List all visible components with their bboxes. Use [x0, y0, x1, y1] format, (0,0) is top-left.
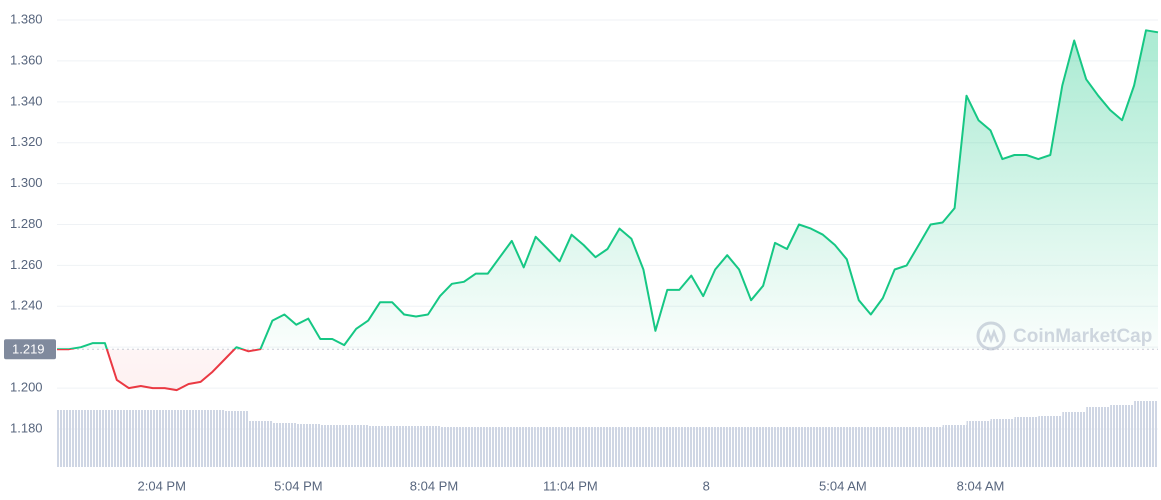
volume-bar [463, 427, 488, 467]
y-tick-label: 1.300 [10, 175, 43, 190]
volume-bar [416, 426, 440, 467]
reference-label-box [4, 339, 56, 360]
volume-bar [272, 423, 297, 467]
x-tick-label: 5:04 PM [274, 478, 322, 493]
x-tick-label: 8:04 PM [410, 478, 458, 493]
x-tick-label: 8 [703, 478, 710, 493]
y-tick-label: 1.320 [10, 134, 43, 149]
volume-bar [846, 427, 871, 467]
y-tick-label: 1.340 [10, 93, 43, 108]
volume-bar [1134, 401, 1158, 467]
volume-bar [176, 410, 201, 467]
volume-bar [798, 427, 823, 467]
volume-bar [990, 419, 1015, 467]
y-tick-label: 1.360 [10, 52, 43, 67]
reference-label: 1.219 [12, 342, 45, 357]
volume-bar [607, 427, 632, 467]
y-tick-label: 1.200 [10, 380, 43, 395]
x-tick-label: 11:04 PM [543, 478, 598, 493]
volume-bar [152, 410, 177, 467]
volume-bar [80, 410, 105, 467]
volume-bar [344, 425, 369, 467]
volume-bar [535, 427, 560, 467]
volume-bar [679, 427, 704, 467]
volume-bar [511, 427, 536, 467]
volume-bar [368, 426, 393, 467]
x-tick-label: 5:04 AM [819, 478, 867, 493]
volume-bar [966, 421, 991, 467]
volume-bar [703, 427, 728, 467]
watermark-logo-mark [982, 328, 1000, 344]
volume-bar [200, 410, 225, 467]
y-tick-label: 1.280 [10, 216, 43, 231]
volume-bar [583, 427, 608, 467]
volume-bar [487, 427, 512, 467]
y-tick-label: 1.240 [10, 298, 43, 313]
y-tick-label: 1.380 [10, 11, 43, 26]
volume-bar [1038, 416, 1063, 467]
y-tick-label: 1.180 [10, 420, 43, 435]
volume-bar [439, 427, 464, 467]
y-tick-label: 1.260 [10, 257, 43, 272]
volume-bar [1086, 407, 1111, 467]
volume-bar [631, 427, 656, 467]
volume-bar [822, 427, 847, 467]
watermark-logo [976, 321, 1006, 351]
volume-bar [942, 425, 967, 467]
volume-bar [320, 425, 345, 467]
volume-bar [870, 427, 895, 467]
watermark-text: CoinMarketCap [1013, 326, 1152, 347]
volume-bar [559, 427, 584, 467]
volume-bar [751, 427, 776, 467]
volume-bar [894, 427, 919, 467]
volume-bar [918, 427, 943, 467]
volume-bar [655, 427, 680, 467]
volume-bar [1014, 417, 1039, 467]
volume-bar [1062, 412, 1087, 467]
volume-bar [1110, 405, 1135, 467]
price-area [57, 30, 1158, 391]
volume-bar [248, 421, 273, 467]
volume-bar [296, 424, 321, 467]
x-tick-label: 8:04 AM [957, 478, 1005, 493]
volume-bar [128, 410, 153, 467]
volume-bar [775, 427, 799, 467]
volume-bar [57, 410, 81, 467]
volume-bar [392, 426, 417, 467]
x-tick-label: 2:04 PM [138, 478, 186, 493]
price-line [57, 29, 1159, 392]
volume-bar [727, 427, 752, 467]
watermark: CoinMarketCap [976, 321, 1152, 351]
volume-bar [224, 411, 249, 467]
volume-bar [104, 410, 129, 467]
